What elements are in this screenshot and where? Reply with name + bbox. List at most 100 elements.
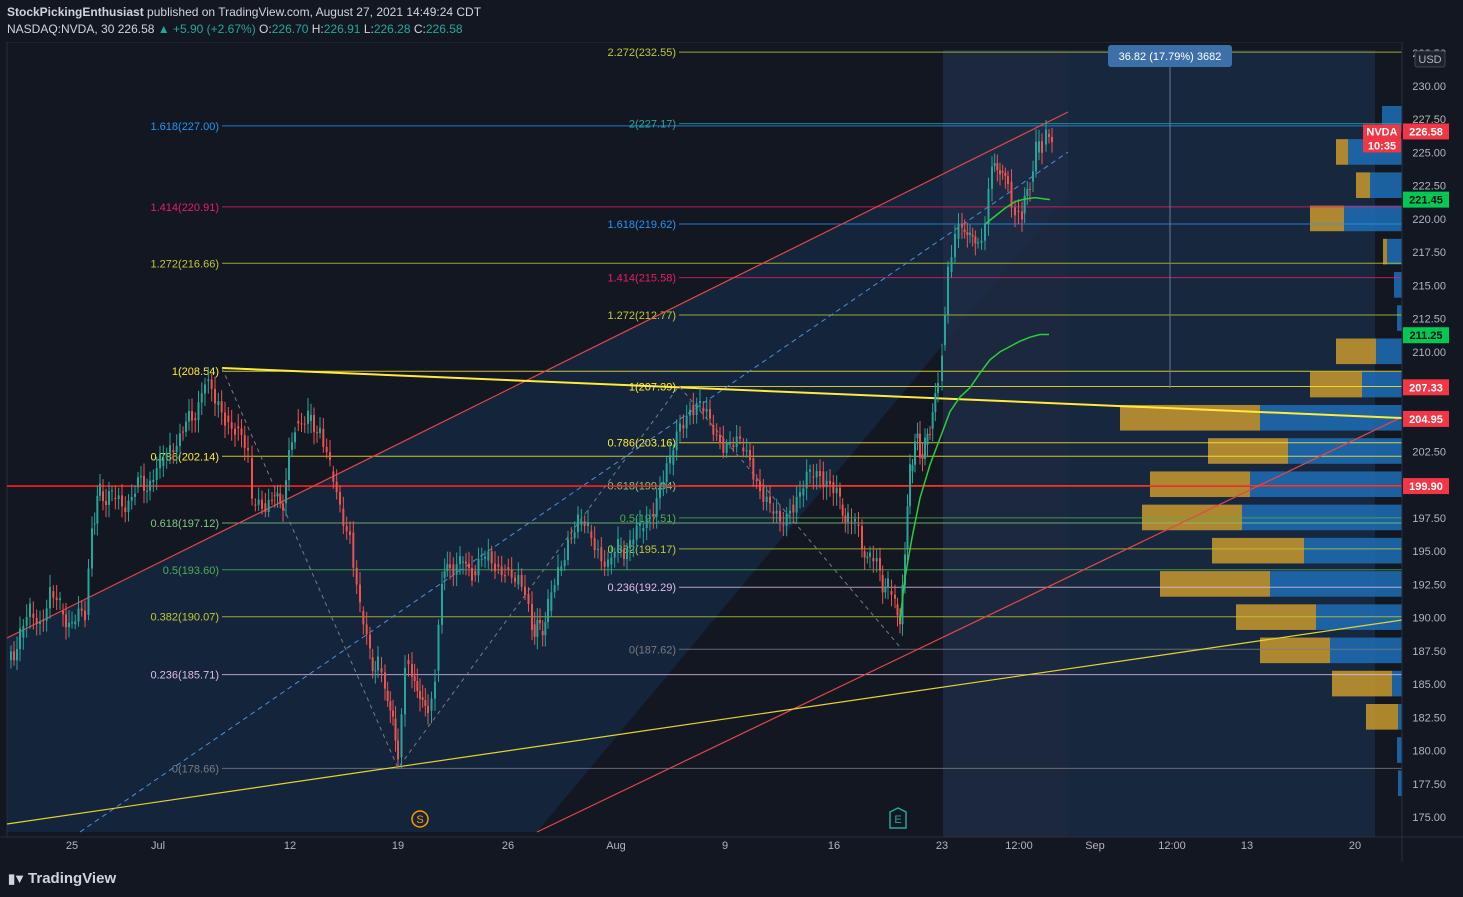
price-axis-tick: 190.00 [1412, 613, 1446, 625]
candle-body [539, 619, 541, 624]
author-name[interactable]: StockPickingEnthusiast [7, 5, 144, 19]
candle-body [752, 458, 755, 480]
measure-label-text: 36.82 (17.79%) 3682 [1119, 51, 1222, 63]
candle-body [659, 485, 661, 498]
candle-body [929, 433, 931, 435]
candle-body [291, 442, 293, 451]
candle-body [991, 166, 993, 189]
price-tag-box [1403, 379, 1449, 396]
open-value: 226.70 [271, 22, 309, 36]
volume-profile-buy-bar [1356, 172, 1370, 198]
price-axis-tick: 180.00 [1412, 746, 1446, 758]
candle-body [99, 483, 101, 496]
candle-body [914, 441, 916, 465]
candle-body [719, 434, 721, 444]
candle-body [65, 614, 67, 628]
volume-profile-buy-bar [1150, 471, 1250, 498]
split-icon [411, 810, 429, 828]
fib-left-level-label: 0.236(185.71) [151, 670, 220, 682]
candle-body [541, 630, 544, 636]
fib-right-level-label: 2.272(232.55) [608, 47, 677, 59]
fib-left-level-label: 1.414(220.91) [151, 202, 220, 214]
candle-body [587, 522, 589, 527]
candle-body [303, 423, 306, 425]
candle-body [957, 223, 960, 239]
moving-average-line [899, 333, 1049, 621]
candle-body [792, 504, 795, 513]
candle-body [419, 691, 421, 699]
price-tag-box [1403, 191, 1449, 208]
candle-body [172, 450, 175, 453]
candle-body [977, 242, 979, 244]
candle-body [607, 559, 609, 567]
symbol-name[interactable]: NASDAQ:NVDA, 30 [7, 22, 115, 36]
candle-body [909, 464, 911, 507]
candle-body [35, 617, 38, 624]
candle-body [919, 433, 921, 458]
candle-body [894, 594, 896, 599]
candle-body [355, 567, 358, 585]
candle-body [662, 482, 665, 485]
tradingview-logo[interactable]: ▮▼ TradingView [8, 870, 116, 887]
candle-body [626, 548, 628, 560]
candle-body [916, 433, 919, 439]
candle-body [191, 411, 193, 421]
candle-body [490, 551, 493, 564]
candle-body [117, 495, 120, 499]
time-axis-tick: 25 [66, 840, 78, 852]
candle-body [332, 471, 335, 482]
price-axis [1402, 42, 1463, 862]
candle-body [386, 690, 389, 702]
candle-body [926, 433, 929, 445]
candle-body [339, 492, 341, 505]
price-tag-box [1403, 327, 1449, 344]
last-price: 226.58 [117, 22, 155, 36]
candle-body [39, 621, 41, 624]
price-chart[interactable]: 1(208.54)0.786(202.14)0.618(197.12)0.5(1… [0, 42, 1463, 862]
candle-body [1001, 171, 1004, 173]
candle-body [175, 445, 178, 453]
candle-body [421, 697, 424, 700]
fib-right-level-label: 0.786(203.16) [608, 438, 677, 450]
candle-body [49, 587, 51, 609]
price-axis-tick: 195.00 [1412, 546, 1446, 558]
channel-upper-line [6, 111, 1069, 639]
candle-body [911, 464, 914, 472]
candle-body [134, 493, 136, 497]
price-axis-tick: 185.00 [1412, 679, 1446, 691]
candle-body [1041, 141, 1043, 153]
fib-right-level-label: 1(207.39) [629, 382, 676, 394]
candle-body [775, 510, 778, 514]
candle-body [802, 488, 805, 496]
support-trend-line [6, 619, 1403, 825]
candle-body [547, 598, 549, 623]
volume-profile-buy-bar [1336, 139, 1348, 165]
volume-profile-buy-bar [1366, 704, 1398, 730]
candle-body [243, 434, 246, 449]
symbol-tag-text: NVDA [1366, 126, 1397, 138]
candle-body [812, 476, 815, 478]
candle-body [430, 698, 433, 711]
candle-body [474, 571, 477, 576]
price-axis-tick: 222.50 [1412, 181, 1446, 193]
candle-body [1023, 195, 1026, 214]
candle-body [560, 566, 563, 572]
candle-body [10, 651, 12, 661]
price-axis-tick: 202.50 [1412, 447, 1446, 459]
candle-body [13, 651, 15, 661]
candle-body [108, 491, 110, 505]
candle-body [527, 593, 530, 605]
candle-body [729, 443, 731, 445]
candle-body [1048, 133, 1050, 138]
candle-body [829, 480, 831, 485]
volume-profile-buy-bar [1212, 537, 1304, 564]
price-axis-tick: 197.50 [1412, 513, 1446, 525]
candle-body [282, 503, 284, 511]
measure-label-box [1108, 45, 1232, 67]
price-axis-tick: 230.00 [1412, 81, 1446, 93]
candle-body [362, 610, 365, 625]
candle-body [531, 604, 533, 630]
candle-body [62, 610, 64, 615]
candle-body [861, 526, 863, 549]
candle-body [254, 504, 257, 506]
